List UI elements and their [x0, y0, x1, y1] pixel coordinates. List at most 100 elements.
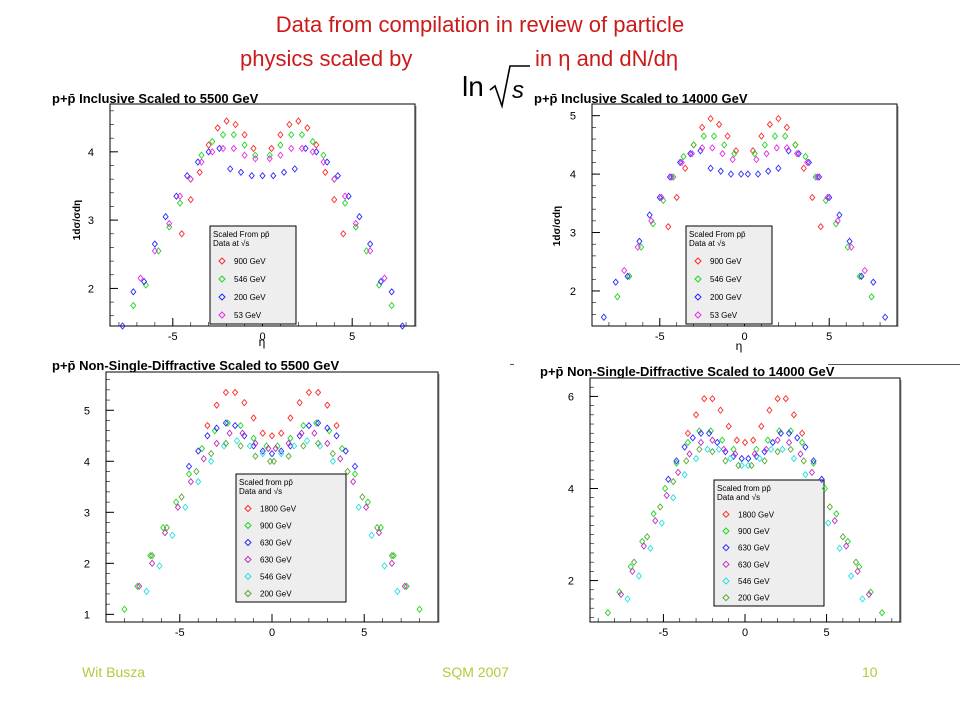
legend-entry: 900 GeV [260, 522, 292, 531]
data-point [277, 131, 284, 139]
data-point [797, 450, 804, 458]
data-point [237, 442, 244, 450]
data-point [233, 437, 241, 445]
legend-entry: 200 GeV [710, 293, 742, 302]
data-point [836, 211, 843, 219]
data-point [286, 120, 293, 129]
legend-header-2: Data and √s [717, 493, 760, 502]
data-point [169, 531, 176, 539]
data-point [288, 131, 295, 139]
data-point [149, 551, 156, 560]
data-point [818, 475, 825, 483]
data-point [178, 493, 185, 501]
data-point [670, 477, 677, 486]
data-point [309, 137, 316, 146]
data-point [272, 444, 279, 453]
data-point [334, 172, 341, 180]
data-point [252, 452, 259, 460]
data-point [119, 322, 126, 330]
data-point [136, 582, 143, 590]
data-point [761, 457, 768, 465]
chart-2-title: p+p̄ Inclusive Scaled to 14000 GeV [534, 91, 748, 106]
data-point [652, 517, 659, 525]
data-point [624, 595, 631, 603]
data-point [621, 266, 628, 275]
data-point [288, 144, 295, 153]
data-point [208, 449, 215, 458]
data-point [604, 609, 612, 617]
data-point [259, 449, 266, 458]
data-point [848, 243, 855, 251]
data-point [709, 436, 716, 444]
data-point [697, 147, 704, 155]
data-point [859, 595, 866, 603]
series-2 [130, 131, 395, 310]
data-point [268, 432, 276, 440]
chart-3-title: p+p̄ Non-Single-Diffractive Scaled to 55… [52, 358, 340, 373]
legend-entry: 630 GeV [260, 539, 292, 548]
data-point [198, 151, 205, 159]
y-tick-label: 3 [84, 507, 90, 519]
data-point [774, 395, 781, 403]
legend-marker-icon [244, 521, 252, 530]
y-tick-label: 3 [570, 228, 576, 240]
x-tick-label: 0 [742, 627, 748, 639]
x-tick-label: -5 [175, 627, 185, 639]
data-point [224, 419, 231, 427]
data-point [268, 144, 275, 153]
data-point [209, 148, 216, 156]
data-point [783, 144, 790, 152]
legend-entry: 630 GeV [738, 544, 770, 553]
data-point [843, 542, 850, 550]
data-point [719, 149, 726, 158]
data-point [826, 503, 833, 511]
data-point [367, 247, 374, 255]
data-point [300, 442, 307, 450]
data-point [661, 484, 669, 493]
data-point [790, 454, 798, 463]
legend-entry: 1800 GeV [738, 510, 775, 519]
data-point [647, 544, 654, 553]
data-point [750, 436, 757, 444]
data-point [686, 450, 693, 458]
legend-marker-icon [722, 577, 730, 585]
data-point [748, 461, 755, 470]
data-point [227, 165, 234, 173]
data-point [684, 429, 691, 437]
data-point [151, 247, 158, 255]
data-point [822, 196, 829, 205]
data-point [259, 172, 266, 180]
data-point [825, 519, 832, 527]
data-point [298, 131, 306, 139]
data-point [824, 193, 831, 202]
data-point [315, 439, 322, 448]
data-point [341, 192, 349, 200]
data-point [320, 158, 327, 166]
series-1 [204, 388, 340, 440]
data-point [259, 429, 266, 437]
x-tick-label: 0 [259, 331, 265, 343]
data-point [162, 213, 169, 221]
data-point [847, 572, 855, 580]
data-point [149, 559, 156, 568]
legend-entry: 900 GeV [738, 527, 770, 536]
data-point [388, 559, 395, 568]
divider-right [828, 364, 960, 365]
series-2 [604, 427, 886, 617]
data-point [833, 510, 840, 518]
data-point [834, 217, 841, 225]
x-tick-label: 5 [349, 331, 355, 343]
data-point [724, 132, 731, 140]
data-point [774, 447, 781, 456]
data-point [636, 237, 643, 245]
data-point [324, 439, 331, 448]
data-point [783, 123, 790, 132]
series-4 [137, 144, 388, 282]
series-4 [617, 436, 873, 599]
data-point [775, 114, 782, 123]
data-point [304, 124, 311, 132]
data-point [130, 301, 137, 310]
data-point [394, 587, 401, 596]
y-tick-label: 1 [84, 609, 90, 621]
data-point [185, 462, 193, 471]
